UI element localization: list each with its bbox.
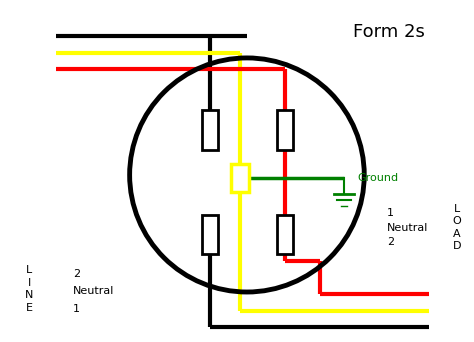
- Bar: [277, 215, 292, 254]
- Text: 2: 2: [73, 269, 80, 279]
- Text: Form 2s: Form 2s: [353, 23, 425, 41]
- Text: 1: 1: [73, 304, 80, 314]
- Text: 1: 1: [387, 208, 394, 218]
- Bar: [202, 110, 218, 150]
- Bar: [202, 215, 218, 254]
- Bar: [277, 110, 292, 150]
- Text: Neutral: Neutral: [73, 286, 114, 296]
- Bar: [231, 164, 249, 192]
- Text: L
I
N
E: L I N E: [25, 265, 33, 313]
- Text: Neutral: Neutral: [387, 223, 428, 233]
- Text: 2: 2: [387, 237, 394, 247]
- Text: L
O
A
D: L O A D: [452, 204, 461, 251]
- Text: Ground: Ground: [357, 173, 399, 183]
